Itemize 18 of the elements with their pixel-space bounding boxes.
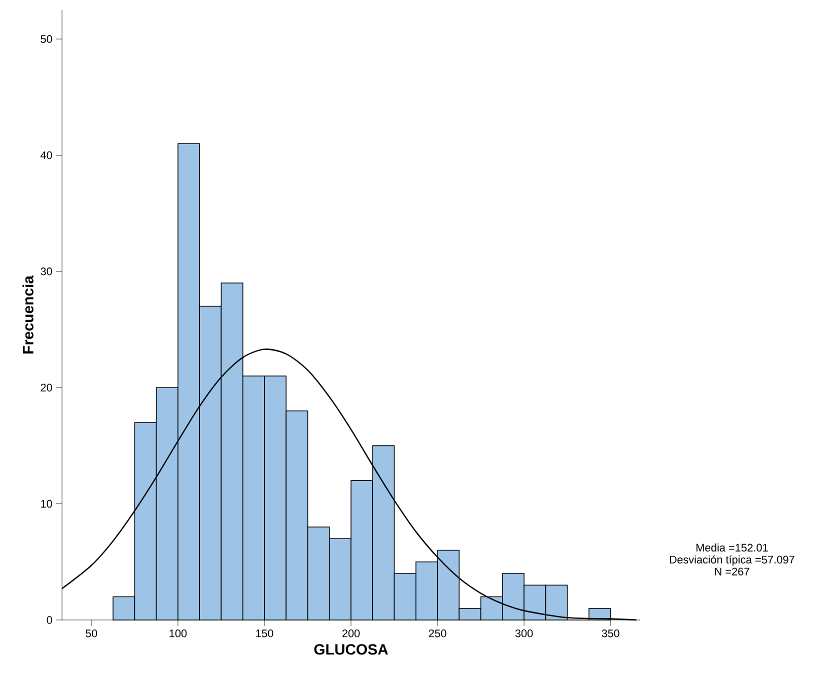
text: Media =152.01 (696, 544, 768, 552)
y-tick-label: 0 (46, 616, 52, 624)
x-tick-label: 300 (515, 630, 533, 638)
y-tick-label: 10 (41, 500, 52, 508)
x-tick-label: 50 (86, 630, 98, 638)
x-tick-label: 350 (602, 630, 620, 638)
text: N =267 (715, 568, 750, 576)
x-tick-label: 100 (170, 630, 187, 638)
text: Desviación típica =57.097 (670, 555, 794, 566)
x-tick-label: 250 (428, 630, 446, 638)
x-tick-label: 150 (256, 630, 274, 638)
x-axis-title: GLUCOSA (314, 644, 388, 655)
y-tick-label: 50 (40, 35, 52, 43)
y-axis-title: Frecuencia (22, 275, 34, 354)
y-tick-label: 40 (40, 151, 52, 160)
y-tick-label: 20 (40, 384, 52, 392)
y-tick-label: 30 (40, 268, 52, 276)
x-tick-label: 200 (342, 630, 360, 638)
